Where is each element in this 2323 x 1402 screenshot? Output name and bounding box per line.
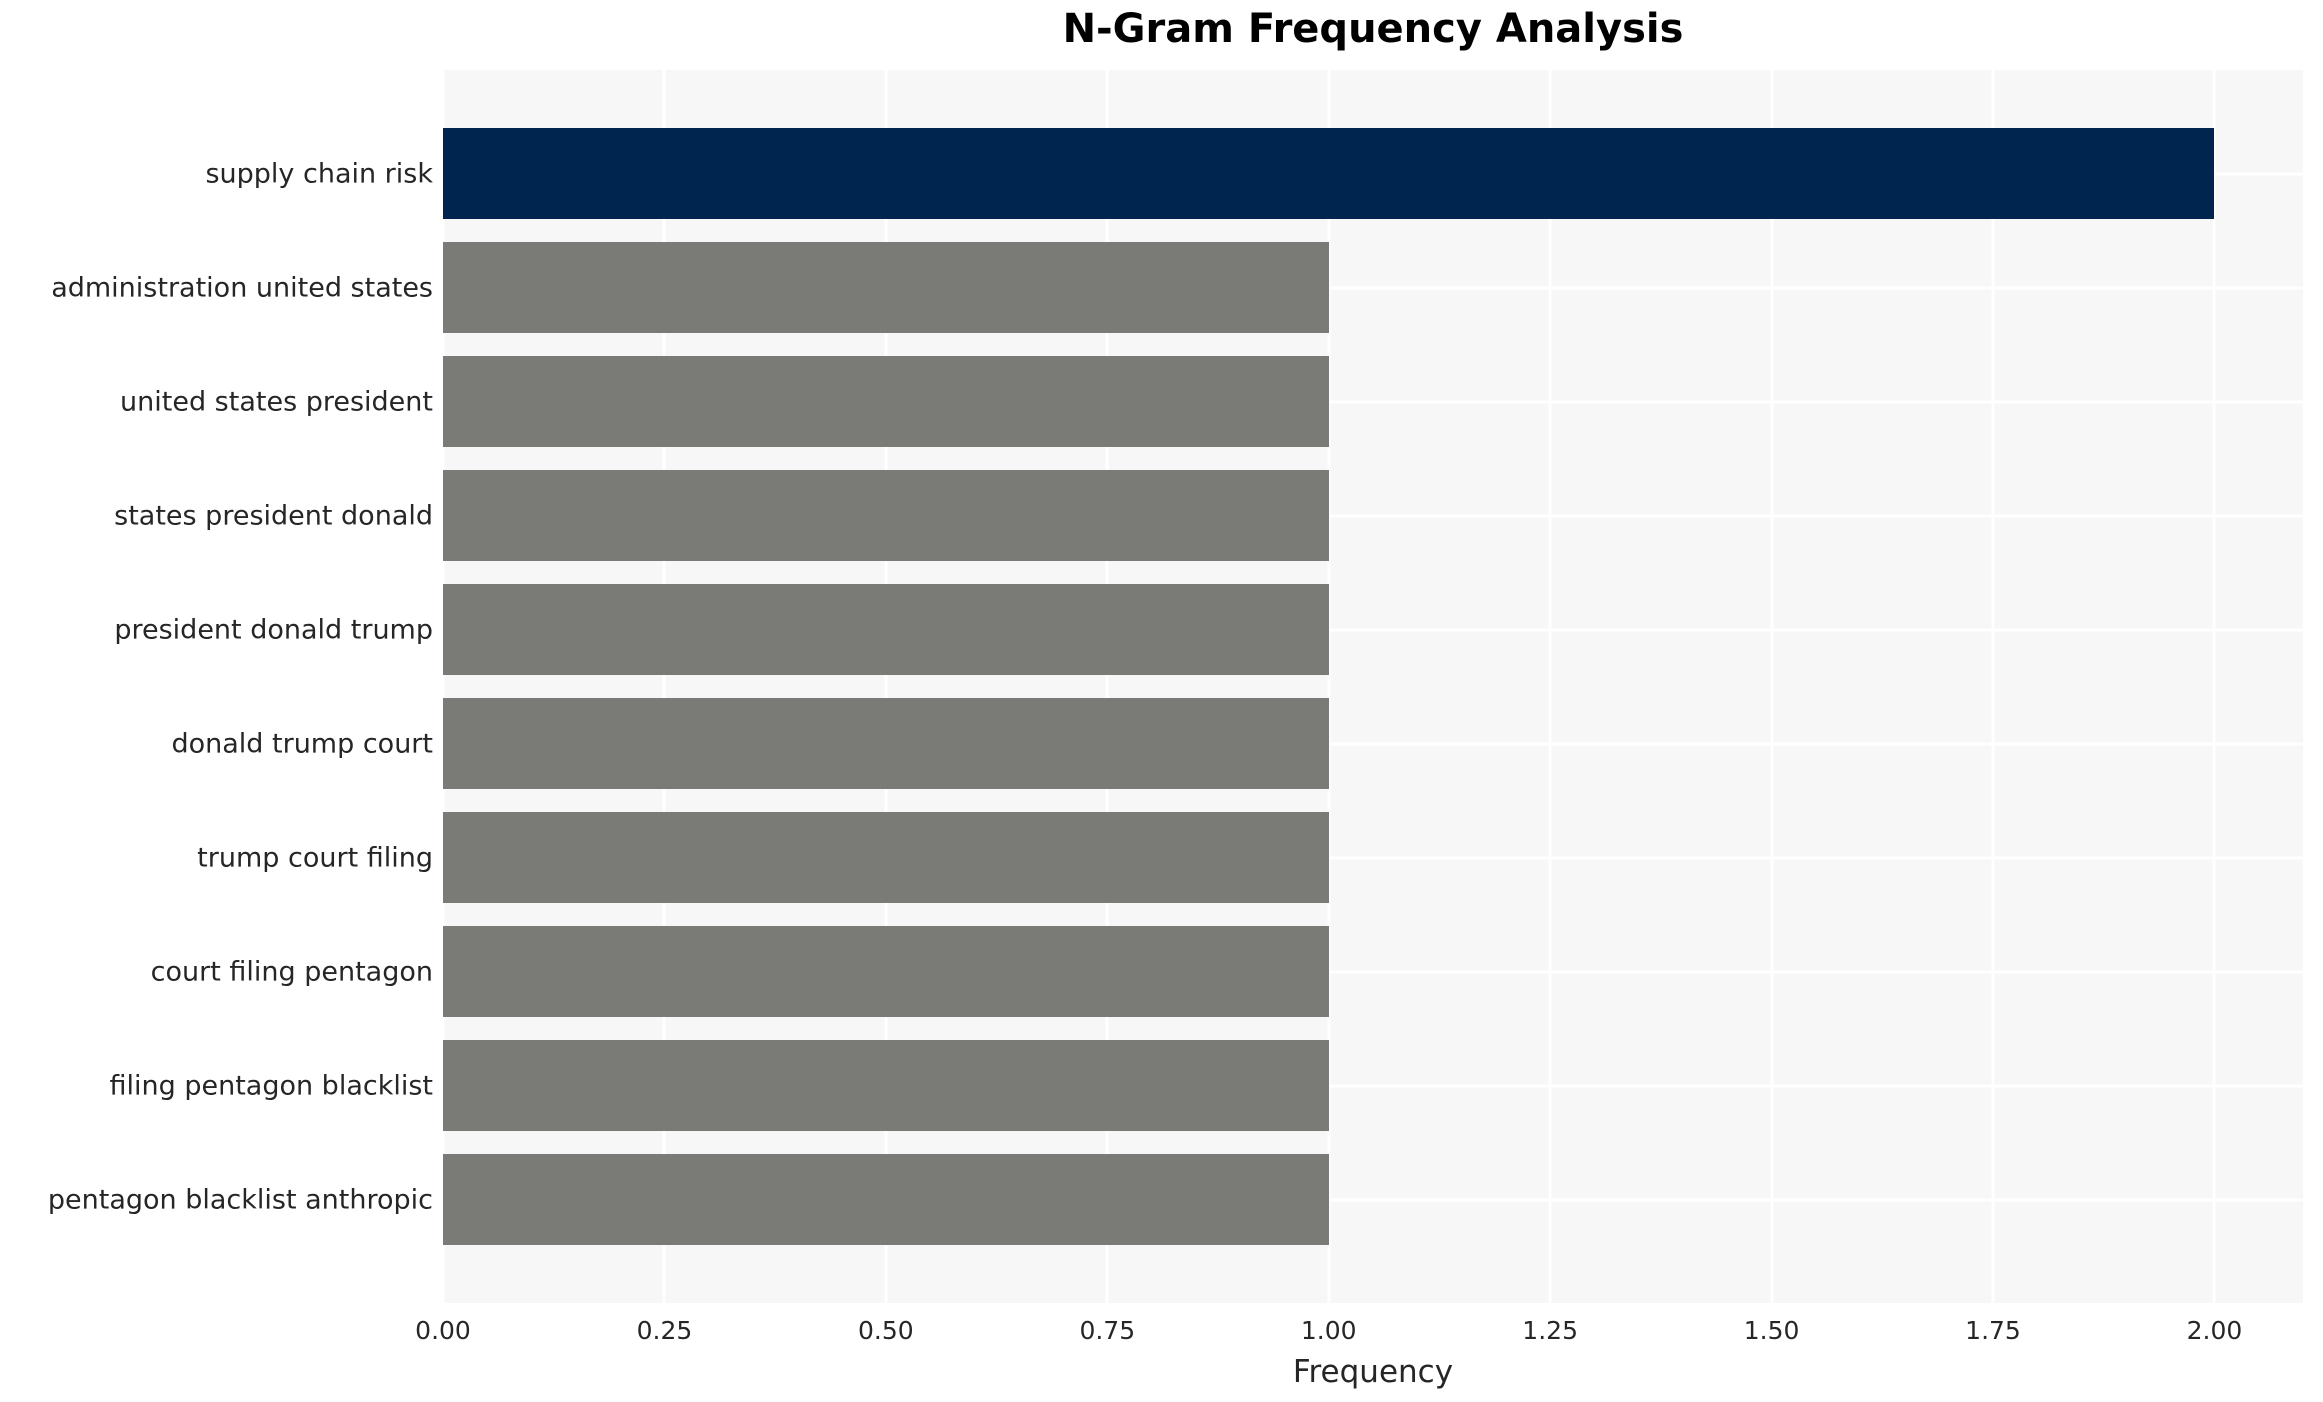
y-tick-label-court-filing-pentagon: court filing pentagon [150, 956, 433, 987]
y-tick-label-trump-court-filing: trump court filing [197, 842, 433, 873]
vertical-gridline-2.00 [2212, 70, 2216, 1303]
vertical-gridline-0.25 [662, 70, 666, 1303]
vertical-gridline-0.00 [441, 70, 445, 1303]
x-tick-label-2.00: 2.00 [2186, 1316, 2243, 1345]
vertical-gridline-0.75 [1105, 70, 1109, 1303]
y-tick-label-pentagon-blacklist-anthropic: pentagon blacklist anthropic [47, 1184, 433, 1215]
horizontal-gridline [443, 742, 2303, 745]
chart-title: N-Gram Frequency Analysis [1062, 6, 1684, 52]
vertical-gridline-1.00 [1327, 70, 1331, 1303]
bar-trump-court-filing [443, 812, 1329, 903]
y-tick-label-united-states-president: united states president [120, 386, 433, 417]
bar-filing-pentagon-blacklist [443, 1040, 1329, 1131]
y-tick-label-states-president-donald: states president donald [114, 500, 433, 531]
bar-president-donald-trump [443, 584, 1329, 675]
horizontal-gridline [443, 400, 2303, 403]
y-tick-label-president-donald-trump: president donald trump [114, 614, 433, 645]
x-axis-label: Frequency [1292, 1354, 1454, 1390]
horizontal-gridline [443, 1084, 2303, 1087]
x-tick-label-1.25: 1.25 [1522, 1316, 1578, 1345]
vertical-gridline-1.75 [1991, 70, 1995, 1303]
horizontal-gridline [443, 286, 2303, 289]
bar-pentagon-blacklist-anthropic [443, 1154, 1329, 1245]
y-tick-label-administration-united-states: administration united states [51, 272, 433, 303]
x-tick-label-0.00: 0.00 [415, 1316, 471, 1345]
x-tick-label-1.50: 1.50 [1743, 1316, 1800, 1345]
vertical-gridline-1.25 [1548, 70, 1552, 1303]
horizontal-gridline [443, 970, 2303, 973]
x-tick-label-1.75: 1.75 [1965, 1316, 2021, 1345]
bar-donald-trump-court [443, 698, 1329, 789]
x-tick-label-1.00: 1.00 [1300, 1316, 1357, 1345]
vertical-gridline-1.50 [1770, 70, 1774, 1303]
y-tick-label-donald-trump-court: donald trump court [171, 728, 433, 759]
x-tick-label-0.50: 0.50 [858, 1316, 914, 1345]
bar-states-president-donald [443, 470, 1329, 561]
bar-administration-united-states [443, 242, 1329, 333]
y-tick-label-filing-pentagon-blacklist: filing pentagon blacklist [109, 1070, 433, 1101]
y-tick-label-supply-chain-risk: supply chain risk [205, 158, 433, 189]
x-tick-label-0.25: 0.25 [636, 1316, 693, 1345]
x-tick-label-0.75: 0.75 [1079, 1316, 1136, 1345]
horizontal-gridline [443, 628, 2303, 631]
vertical-gridline-0.50 [884, 70, 888, 1303]
bar-supply-chain-risk [443, 128, 2215, 219]
horizontal-gridline [443, 1198, 2303, 1201]
bar-united-states-president [443, 356, 1329, 447]
plot-area [441, 70, 2303, 1303]
bar-court-filing-pentagon [443, 926, 1329, 1017]
horizontal-gridline [443, 856, 2303, 859]
horizontal-gridline [443, 514, 2303, 517]
